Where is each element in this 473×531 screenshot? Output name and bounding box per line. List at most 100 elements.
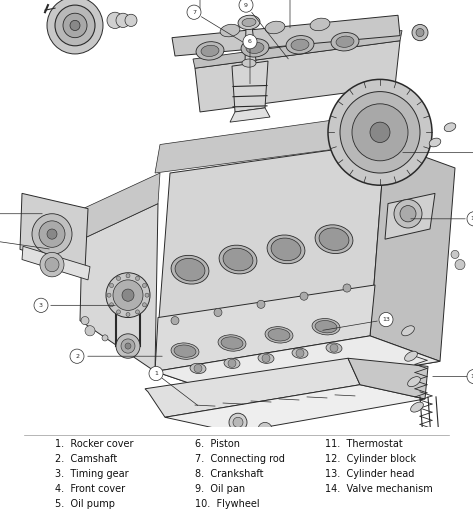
Circle shape — [70, 20, 80, 30]
Ellipse shape — [223, 248, 253, 271]
Circle shape — [135, 276, 140, 280]
Text: 2.  Camshaft: 2. Camshaft — [55, 453, 117, 464]
Ellipse shape — [429, 138, 441, 147]
Ellipse shape — [241, 39, 269, 57]
Ellipse shape — [292, 348, 308, 358]
Circle shape — [352, 104, 408, 161]
Circle shape — [142, 303, 147, 307]
Circle shape — [63, 13, 87, 38]
Ellipse shape — [291, 39, 309, 50]
Text: 3.  Timing gear: 3. Timing gear — [55, 469, 129, 479]
Circle shape — [81, 316, 89, 324]
Circle shape — [113, 280, 143, 311]
Text: 14.  Valve mechanism: 14. Valve mechanism — [325, 484, 433, 494]
Text: 1.  Rocker cover: 1. Rocker cover — [55, 439, 133, 449]
Circle shape — [40, 252, 64, 277]
Circle shape — [379, 312, 393, 327]
Circle shape — [45, 258, 59, 272]
Text: 3: 3 — [39, 303, 43, 308]
Text: 9.  Oil pan: 9. Oil pan — [195, 484, 245, 494]
Circle shape — [55, 5, 95, 46]
Text: 13.  Cylinder head: 13. Cylinder head — [325, 469, 414, 479]
Circle shape — [296, 349, 304, 357]
Polygon shape — [193, 30, 402, 68]
Circle shape — [116, 310, 121, 314]
Circle shape — [229, 413, 247, 432]
Circle shape — [32, 213, 72, 254]
Circle shape — [233, 417, 243, 427]
Circle shape — [370, 122, 390, 142]
Ellipse shape — [246, 42, 264, 54]
Polygon shape — [80, 203, 158, 372]
Ellipse shape — [315, 321, 337, 333]
Polygon shape — [22, 246, 90, 280]
Ellipse shape — [271, 238, 301, 261]
Circle shape — [343, 284, 351, 292]
Circle shape — [239, 0, 253, 12]
Circle shape — [394, 200, 422, 228]
Polygon shape — [370, 142, 455, 361]
Ellipse shape — [196, 41, 224, 60]
Text: 7.  Connecting rod: 7. Connecting rod — [195, 453, 285, 464]
Text: 11: 11 — [470, 216, 473, 221]
Circle shape — [116, 276, 121, 280]
Ellipse shape — [286, 36, 314, 54]
Circle shape — [110, 284, 114, 287]
Ellipse shape — [315, 225, 353, 253]
Polygon shape — [245, 25, 256, 63]
Circle shape — [187, 5, 201, 19]
Ellipse shape — [174, 345, 196, 357]
Ellipse shape — [319, 228, 349, 251]
Text: 10.  Flywheel: 10. Flywheel — [195, 499, 260, 509]
Text: 11.  Thermostat: 11. Thermostat — [325, 439, 403, 449]
Polygon shape — [230, 108, 270, 122]
Circle shape — [455, 260, 465, 270]
Polygon shape — [155, 336, 440, 397]
Ellipse shape — [268, 329, 290, 341]
Circle shape — [47, 0, 103, 54]
Circle shape — [142, 284, 147, 287]
Circle shape — [125, 343, 131, 349]
Ellipse shape — [267, 235, 305, 264]
Circle shape — [85, 326, 95, 336]
Circle shape — [116, 334, 140, 358]
Polygon shape — [348, 358, 428, 399]
Circle shape — [126, 274, 130, 278]
Text: 7: 7 — [192, 10, 196, 15]
Circle shape — [116, 13, 130, 28]
Text: 5.  Oil pump: 5. Oil pump — [55, 499, 115, 509]
Ellipse shape — [224, 358, 240, 369]
Polygon shape — [20, 193, 88, 270]
Ellipse shape — [326, 343, 342, 353]
Text: 6.  Piston: 6. Piston — [195, 439, 240, 449]
Polygon shape — [165, 384, 425, 433]
Text: 9: 9 — [244, 3, 248, 7]
Text: 8.  Crankshaft: 8. Crankshaft — [195, 469, 263, 479]
Ellipse shape — [242, 18, 256, 27]
Text: 2: 2 — [75, 354, 79, 359]
Circle shape — [257, 300, 265, 309]
Ellipse shape — [171, 343, 199, 359]
Circle shape — [121, 339, 135, 353]
Circle shape — [194, 364, 202, 373]
Polygon shape — [145, 358, 360, 417]
Polygon shape — [232, 61, 268, 112]
Ellipse shape — [265, 21, 285, 34]
Ellipse shape — [331, 32, 359, 51]
Polygon shape — [172, 15, 400, 56]
Circle shape — [214, 309, 222, 316]
Polygon shape — [155, 336, 440, 397]
Circle shape — [70, 349, 84, 363]
Polygon shape — [195, 41, 400, 112]
Circle shape — [258, 422, 272, 436]
Text: 4.  Front cover: 4. Front cover — [55, 484, 125, 494]
Ellipse shape — [402, 326, 414, 336]
Ellipse shape — [404, 351, 417, 361]
Circle shape — [102, 335, 108, 341]
Ellipse shape — [220, 24, 240, 37]
Circle shape — [330, 344, 338, 352]
Ellipse shape — [336, 36, 354, 47]
Polygon shape — [82, 173, 160, 239]
Circle shape — [416, 29, 424, 37]
Circle shape — [412, 24, 428, 41]
